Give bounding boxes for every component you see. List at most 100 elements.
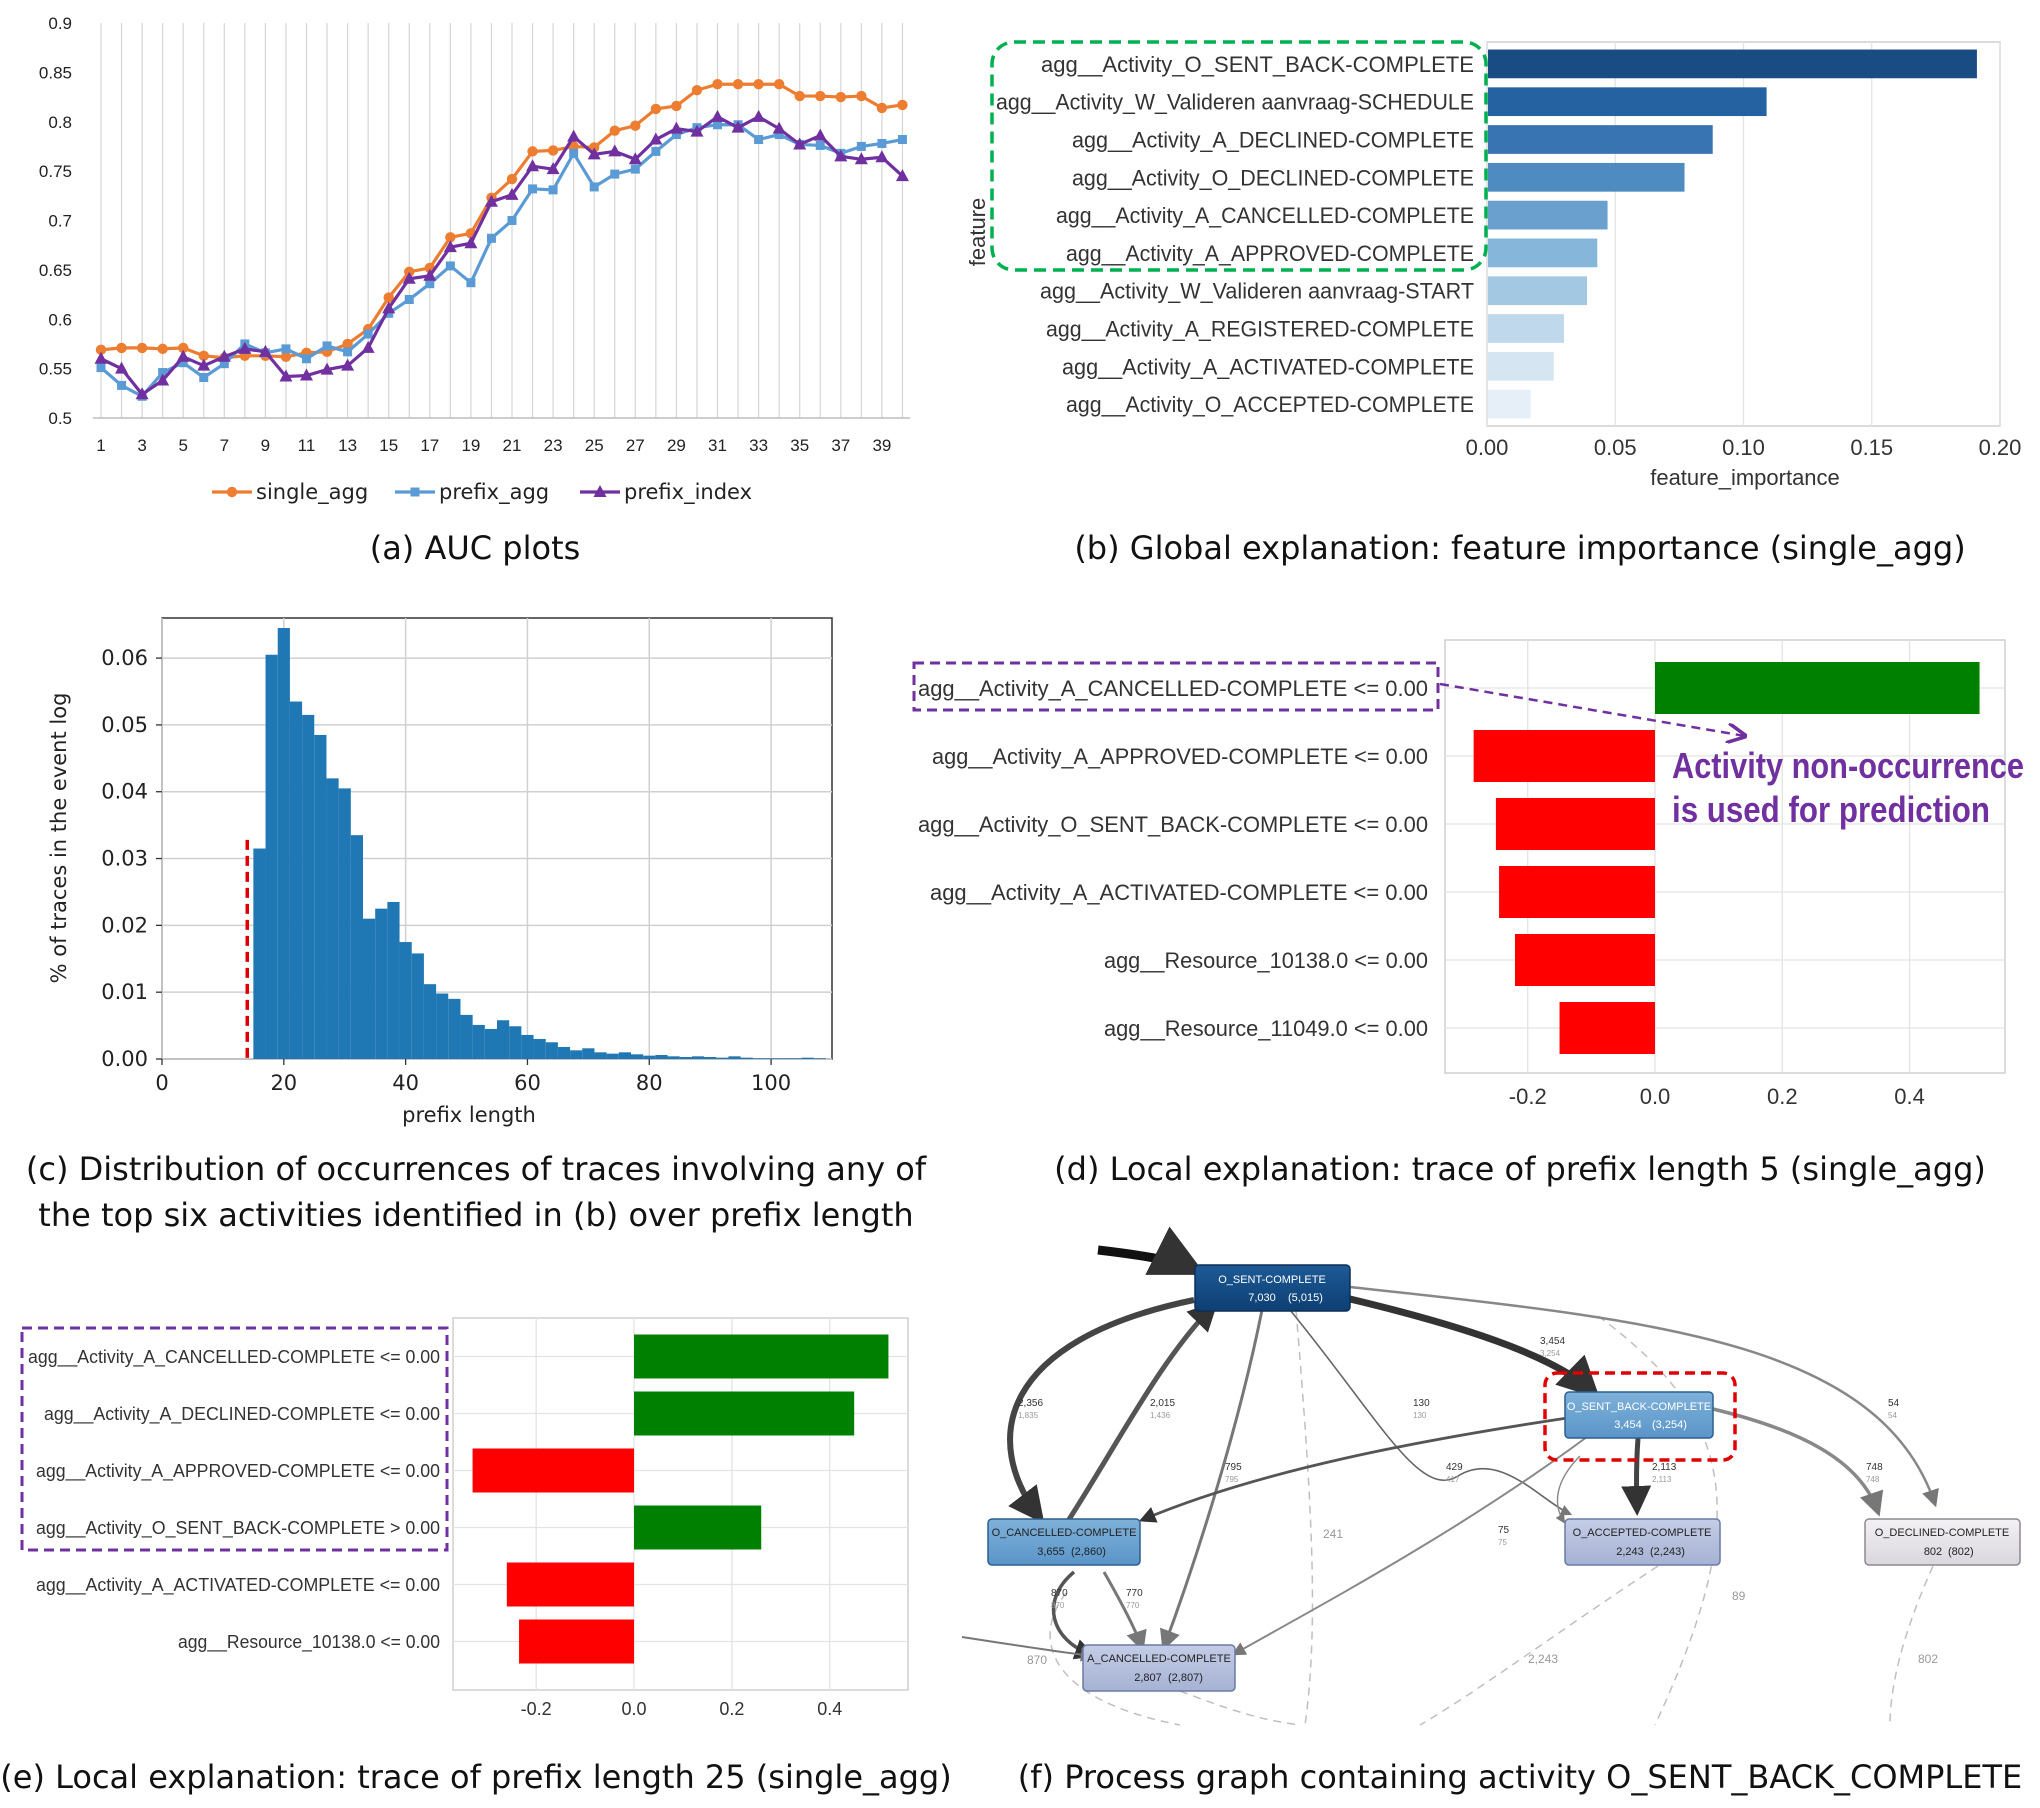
histogram-y-tick: 0.06 <box>101 646 148 670</box>
auc-point-prefix_agg <box>363 329 373 339</box>
auc-point-prefix_agg <box>713 120 722 130</box>
auc-point-prefix_index <box>669 121 683 134</box>
auc-x-tick: 3 <box>137 436 146 455</box>
histogram-bar <box>545 1042 558 1059</box>
histogram-bar <box>302 714 315 1059</box>
histogram-x-tick: 0 <box>155 1071 168 1095</box>
legend-marker-prefix_agg <box>410 487 420 497</box>
feature-x-tick: 0.20 <box>1979 435 2022 460</box>
cancelled-feature-highlight-box <box>912 661 1440 712</box>
auc-point-prefix_index <box>258 344 272 357</box>
local25-bar <box>506 1562 635 1607</box>
local5-x-tick: 0.2 <box>1767 1084 1798 1109</box>
feature-label: agg__Activity_O_ACCEPTED-COMPLETE <box>1066 392 1474 417</box>
edge-label-value: 75 <box>1498 1525 1510 1536</box>
auc-point-single_agg <box>157 343 168 355</box>
svg-text:(802): (802) <box>1948 1546 1974 1558</box>
auc-x-tick: 17 <box>420 436 439 455</box>
auc-point-single_agg <box>691 84 703 96</box>
auc-point-prefix_index <box>176 349 190 362</box>
auc-point-prefix_index <box>217 349 231 362</box>
auc-point-prefix_agg <box>117 380 127 390</box>
local5-bar <box>1655 662 1980 714</box>
auc-point-prefix_index <box>608 144 622 157</box>
auc-x-tick: 39 <box>872 436 891 455</box>
sent-back-highlight-box <box>1543 1371 1737 1462</box>
caption-d: (d) Local explanation: trace of prefix l… <box>1054 1150 1986 1188</box>
svg-text:O_ACCEPTED-COMPLETE: O_ACCEPTED-COMPLETE <box>1573 1527 1712 1539</box>
edge-label-value: 748 <box>1866 1462 1883 1473</box>
svg-text:O_CANCELLED-COMPLETE: O_CANCELLED-COMPLETE <box>992 1527 1137 1539</box>
histogram-bar <box>265 654 278 1059</box>
edge-label-sub: 130 <box>1413 1411 1427 1420</box>
auc-series-line-single_agg <box>100 82 903 360</box>
histogram-bar <box>387 901 400 1059</box>
histogram-bar <box>350 835 363 1059</box>
auc-y-tick: 0.8 <box>48 113 72 132</box>
auc-point-prefix_agg <box>877 138 887 148</box>
auc-point-single_agg <box>547 145 559 156</box>
auc-x-tick: 23 <box>544 436 563 455</box>
feature-bar <box>1488 238 1598 268</box>
auc-point-prefix_index <box>361 340 375 353</box>
edge-label-sub: 1,436 <box>1150 1411 1171 1420</box>
dashed-edge-label: 2,243 <box>1528 1652 1558 1666</box>
histogram-bar <box>582 1048 595 1059</box>
feature-label: agg__Activity_A_DECLINED-COMPLETE <box>1072 128 1474 153</box>
caption-c-line-1: (c) Distribution of occurrences of trace… <box>26 1150 927 1188</box>
auc-point-single_agg <box>342 338 353 350</box>
legend-label-single_agg: single_agg <box>256 480 368 505</box>
svg-text:O_SENT-COMPLETE: O_SENT-COMPLETE <box>1218 1274 1326 1286</box>
auc-point-single_agg <box>794 90 805 102</box>
top-six-highlight-box <box>990 40 1488 272</box>
histogram-bar <box>472 1024 485 1059</box>
auc-point-prefix_index <box>197 358 211 371</box>
histogram-bar <box>338 788 351 1059</box>
auc-x-tick: 13 <box>338 436 357 455</box>
auc-y-tick: 0.9 <box>48 14 72 33</box>
edge-label-sub: 870 <box>1051 1601 1065 1610</box>
auc-point-prefix_index <box>279 369 293 382</box>
svg-text:(2,860): (2,860) <box>1071 1546 1106 1558</box>
auc-point-prefix_agg <box>569 148 579 158</box>
local-explanation-5-bars <box>1473 662 1980 1054</box>
histogram-bar <box>448 998 461 1059</box>
auc-point-prefix_agg <box>630 164 640 174</box>
histogram-x-label: prefix length <box>402 1103 536 1127</box>
auc-point-prefix_index <box>752 109 766 122</box>
legend-marker-prefix_index <box>593 485 607 497</box>
auc-point-prefix_agg <box>774 130 784 140</box>
edge-label-sub: 54 <box>1888 1411 1897 1420</box>
auc-point-prefix_agg <box>856 141 866 151</box>
auc-point-prefix_index <box>464 236 478 249</box>
histogram-bar <box>594 1052 607 1059</box>
local5-label: agg__Activity_A_CANCELLED-COMPLETE <= 0.… <box>918 676 1428 701</box>
auc-point-prefix_index <box>505 187 519 200</box>
node-o-declined: O_DECLINED-COMPLETE 802 (802) <box>1864 1518 2021 1566</box>
auc-series-line-prefix_index <box>100 114 904 397</box>
node-o-accepted: O_ACCEPTED-COMPLETE 2,243 (2,243) <box>1564 1518 1721 1566</box>
auc-point-prefix_agg <box>158 368 168 378</box>
auc-point-prefix_index <box>628 152 642 165</box>
feature-label: agg__Activity_O_SENT_BACK-COMPLETE <box>1041 52 1474 77</box>
histogram-bar <box>484 1028 497 1059</box>
feature-label: agg__Activity_A_APPROVED-COMPLETE <box>1066 241 1474 266</box>
histogram-y-tick: 0.05 <box>101 713 148 737</box>
histogram-bar <box>521 1034 534 1059</box>
auc-point-single_agg <box>671 100 682 112</box>
local25-bar <box>634 1505 762 1550</box>
auc-point-prefix_agg <box>302 354 311 364</box>
edge-label-value: 770 <box>1126 1588 1143 1599</box>
histogram-bar <box>411 953 424 1059</box>
dashed-edge-label: 89 <box>1732 1589 1746 1603</box>
histogram-bar <box>606 1053 619 1059</box>
edge-label-sub: 795 <box>1225 1475 1239 1484</box>
histogram-x-ticks: 0 20 40 60 80 100 <box>155 1059 791 1095</box>
local25-bar <box>634 1391 855 1436</box>
panel-a-auc-line-chart: 0.50.550.60.650.70.750.80.850.9 1 3 5 7 9 11 1… <box>39 14 910 505</box>
auc-y-tick: 0.75 <box>39 162 72 181</box>
auc-point-single_agg <box>630 120 641 131</box>
auc-point-single_agg <box>609 125 620 136</box>
auc-point-prefix_agg <box>425 279 435 289</box>
histogram-bar <box>655 1054 668 1059</box>
